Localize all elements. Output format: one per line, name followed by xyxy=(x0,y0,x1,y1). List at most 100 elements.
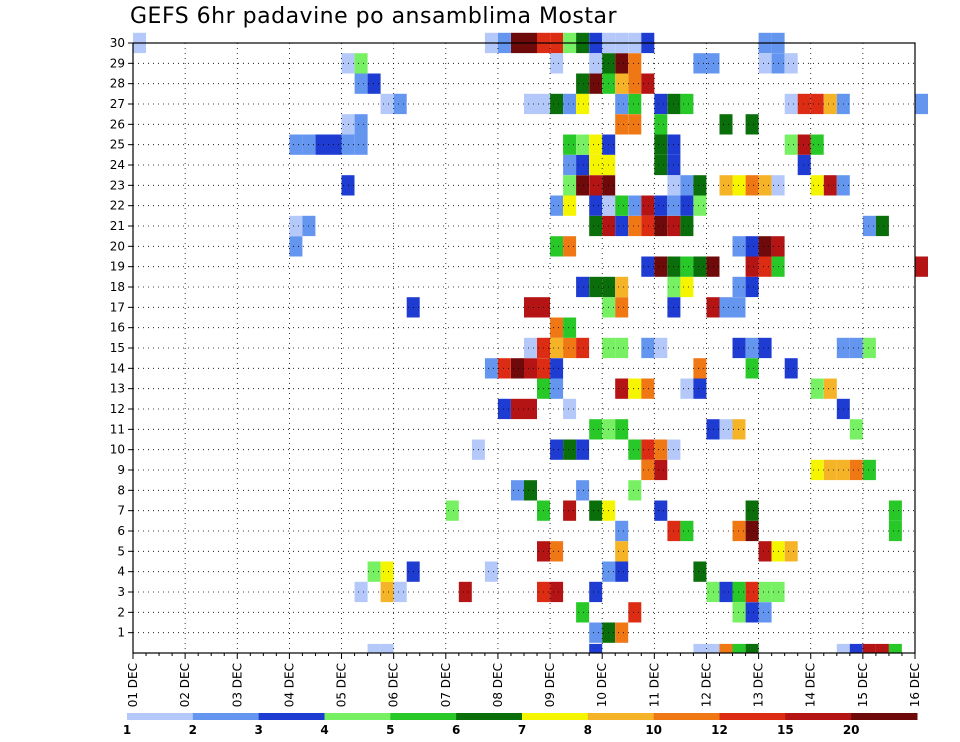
colorbar-swatch xyxy=(653,713,720,720)
heat-cell xyxy=(719,114,733,135)
heat-cell xyxy=(719,419,733,440)
heat-cell xyxy=(862,459,876,481)
heat-cell xyxy=(550,317,564,338)
y-tick-label: 7 xyxy=(117,504,125,518)
x-tick-label: 15 DEC xyxy=(856,663,870,707)
heat-cell xyxy=(654,337,668,359)
heat-cell xyxy=(563,154,577,176)
heat-cell xyxy=(784,134,798,155)
heat-cell xyxy=(641,73,655,94)
heat-cell xyxy=(380,561,394,582)
heat-cell xyxy=(641,195,655,216)
x-tick-label: 02 DEC xyxy=(178,663,192,707)
y-tick-label: 6 xyxy=(117,524,125,538)
y-tick-label: 24 xyxy=(110,158,125,172)
y-tick-label: 21 xyxy=(110,219,125,233)
heat-cell xyxy=(367,73,381,94)
heat-cell xyxy=(289,236,303,257)
heat-cell xyxy=(380,93,394,115)
heat-cell xyxy=(589,622,603,643)
heat-cell xyxy=(563,236,577,257)
x-tick-label: 07 DEC xyxy=(439,663,453,707)
heat-cell xyxy=(745,581,759,603)
heat-cell xyxy=(654,114,668,135)
x-tick-label: 05 DEC xyxy=(335,663,349,707)
heat-cell xyxy=(615,114,629,135)
heat-cell xyxy=(563,500,577,521)
heat-cell xyxy=(393,93,407,115)
heat-cell xyxy=(654,500,668,521)
heat-cell xyxy=(693,643,707,654)
heat-cell xyxy=(589,175,603,196)
heat-cell xyxy=(550,195,564,216)
colorbar-label: 4 xyxy=(320,723,328,737)
heat-cell xyxy=(797,93,811,115)
heat-cell xyxy=(680,276,694,298)
heat-cell xyxy=(289,215,303,237)
heat-cell xyxy=(915,256,928,277)
y-tick-label: 25 xyxy=(110,138,125,152)
heat-cell xyxy=(550,93,564,115)
heat-cell xyxy=(550,581,564,603)
heat-cell xyxy=(615,561,629,582)
heat-cell xyxy=(823,378,837,399)
heat-cell xyxy=(680,195,694,216)
heat-cell xyxy=(693,256,707,277)
x-tick-label: 10 DEC xyxy=(595,663,609,707)
heat-cell xyxy=(550,541,564,562)
colorbar-swatch xyxy=(522,713,589,720)
heat-cell xyxy=(615,195,629,216)
heat-cell xyxy=(445,500,459,521)
heat-cell xyxy=(888,500,902,521)
heat-cell xyxy=(784,541,798,562)
heat-cell xyxy=(563,439,577,460)
heat-cell xyxy=(589,643,603,654)
colorbar-label: 20 xyxy=(843,723,860,737)
heat-cell xyxy=(615,541,629,562)
heat-cell xyxy=(458,581,472,603)
heat-cell xyxy=(576,276,590,298)
heat-cell xyxy=(719,175,733,196)
heat-cell xyxy=(589,215,603,237)
colorbar-swatch xyxy=(456,713,523,720)
heat-cell xyxy=(680,378,694,399)
heat-cell xyxy=(576,134,590,155)
heat-cell xyxy=(511,358,524,379)
heat-cell xyxy=(875,215,889,237)
y-tick-label: 26 xyxy=(110,117,125,131)
heat-cell xyxy=(576,175,590,196)
heat-cell xyxy=(354,114,368,135)
heat-cell xyxy=(380,643,394,654)
heat-cell xyxy=(563,195,577,216)
heat-cell xyxy=(589,419,603,440)
heat-cell xyxy=(823,93,837,115)
heat-cell xyxy=(589,73,603,94)
heat-cell xyxy=(719,297,733,318)
heat-cell xyxy=(497,398,511,420)
heat-cell xyxy=(576,154,590,176)
heat-cell xyxy=(745,337,759,359)
heat-cell xyxy=(289,134,303,155)
x-tick-label: 12 DEC xyxy=(699,663,713,707)
colorbar-label: 10 xyxy=(645,723,662,737)
heat-cell xyxy=(550,378,564,399)
heat-cell xyxy=(550,236,564,257)
heat-cell xyxy=(484,358,498,379)
heat-cell xyxy=(576,439,590,460)
heat-cell xyxy=(354,581,368,603)
heat-cell xyxy=(641,215,655,237)
heat-cell xyxy=(641,439,655,460)
heat-cell xyxy=(563,398,577,420)
heat-cell xyxy=(745,276,759,298)
heat-cell xyxy=(823,459,837,481)
heat-cell xyxy=(563,317,577,338)
heat-cell xyxy=(354,73,368,94)
heat-cell xyxy=(589,154,603,176)
heat-cell xyxy=(862,643,876,654)
heat-cell xyxy=(615,276,629,298)
heat-cell xyxy=(849,459,863,481)
y-tick-label: 10 xyxy=(110,443,125,457)
heat-cell xyxy=(641,459,655,481)
heat-cell xyxy=(810,459,824,481)
